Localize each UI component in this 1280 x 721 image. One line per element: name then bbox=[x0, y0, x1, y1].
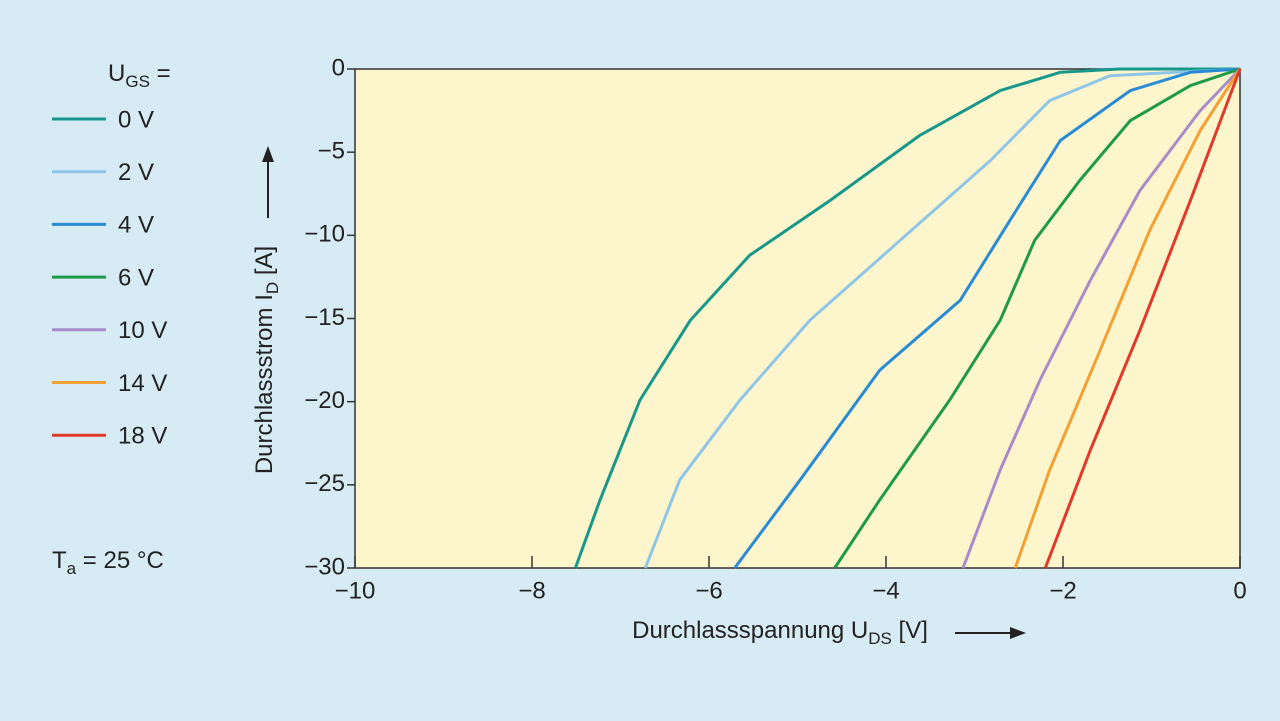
x-tick-label: −8 bbox=[518, 577, 545, 604]
legend-label: 2 V bbox=[118, 159, 154, 186]
series-line bbox=[643, 67, 1241, 569]
legend-label: 10 V bbox=[118, 317, 167, 344]
series-line bbox=[733, 67, 1241, 569]
y-tick-label: −15 bbox=[304, 304, 345, 331]
y-tick-label: −5 bbox=[318, 138, 345, 165]
y-tick-label: −20 bbox=[304, 387, 345, 414]
legend-label: 6 V bbox=[118, 264, 154, 291]
y-axis-label: Durchlassstrom ID [A] bbox=[251, 246, 282, 474]
x-arrowhead bbox=[1010, 627, 1026, 639]
series-line bbox=[1043, 68, 1242, 569]
x-tick-label: −2 bbox=[1049, 577, 1076, 604]
y-tick-label: −25 bbox=[304, 470, 345, 497]
x-tick-label: −10 bbox=[335, 577, 376, 604]
series-line bbox=[833, 67, 1241, 569]
y-tick-label: −30 bbox=[304, 553, 345, 580]
legend-label: 14 V bbox=[118, 370, 167, 397]
x-tick-label: −6 bbox=[695, 577, 722, 604]
legend-label: 18 V bbox=[118, 423, 167, 450]
annotation: Ta = 25 °C bbox=[52, 547, 164, 578]
y-arrowhead bbox=[262, 146, 274, 162]
x-tick-label: −4 bbox=[872, 577, 899, 604]
plot-area bbox=[354, 68, 1241, 569]
legend-title: UGS = bbox=[108, 60, 171, 91]
y-tick-label: −10 bbox=[304, 221, 345, 248]
x-axis-label: Durchlassspannung UDS [V] bbox=[632, 617, 928, 648]
series-line bbox=[961, 67, 1242, 569]
legend-label: 4 V bbox=[118, 212, 154, 239]
series-line bbox=[1013, 68, 1242, 569]
series-line bbox=[573, 67, 1240, 569]
y-tick-label: 0 bbox=[332, 54, 345, 81]
x-tick-label: 0 bbox=[1233, 577, 1246, 604]
legend-label: 0 V bbox=[118, 106, 154, 133]
